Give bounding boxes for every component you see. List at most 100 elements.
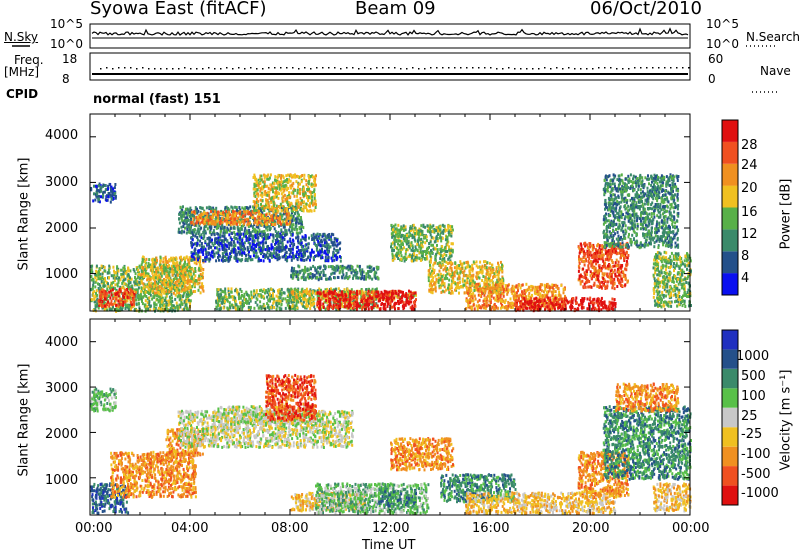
power-cell bbox=[271, 205, 273, 209]
power-cell bbox=[302, 294, 305, 298]
power-cell bbox=[294, 270, 297, 274]
power-cell bbox=[133, 302, 135, 306]
power-cell bbox=[276, 238, 279, 241]
power-cell bbox=[167, 275, 170, 279]
power-cell bbox=[300, 216, 302, 219]
power-cell bbox=[304, 251, 306, 255]
power-cell bbox=[195, 262, 198, 266]
power-cell bbox=[168, 290, 171, 294]
power-cell bbox=[159, 272, 162, 276]
power-cell bbox=[196, 242, 199, 246]
power-cell bbox=[204, 249, 207, 253]
power-cell bbox=[161, 300, 164, 304]
power-cell bbox=[204, 239, 207, 243]
power-cell bbox=[292, 191, 295, 195]
power-cell bbox=[190, 221, 193, 224]
power-cell bbox=[309, 175, 312, 178]
power-cell bbox=[112, 297, 115, 300]
power-cell bbox=[324, 307, 327, 311]
power-cell bbox=[298, 249, 301, 253]
power-cell bbox=[110, 282, 113, 286]
power-data-layer bbox=[90, 173, 692, 313]
power-cell bbox=[234, 233, 237, 237]
power-cell bbox=[295, 180, 298, 184]
power-cell bbox=[293, 218, 296, 222]
power-cell bbox=[314, 206, 317, 209]
power-cell bbox=[197, 209, 200, 213]
power-cell bbox=[97, 199, 100, 203]
power-cell bbox=[144, 290, 147, 294]
power-cell bbox=[312, 264, 315, 268]
power-cell bbox=[304, 191, 307, 195]
power-cell bbox=[250, 213, 252, 217]
power-cell bbox=[179, 266, 182, 269]
power-cell bbox=[224, 299, 226, 303]
power-cell bbox=[310, 209, 313, 213]
power-cell bbox=[276, 207, 278, 211]
power-cell bbox=[271, 187, 274, 191]
power-cell bbox=[165, 260, 168, 264]
power-cell bbox=[179, 205, 182, 209]
power-cell bbox=[196, 238, 199, 242]
power-cell bbox=[202, 215, 205, 219]
power-cell bbox=[188, 256, 191, 260]
power-cell bbox=[190, 214, 193, 218]
power-cell bbox=[185, 293, 188, 297]
power-cell bbox=[96, 297, 99, 301]
power-cell bbox=[262, 233, 265, 236]
power-cell bbox=[151, 258, 154, 262]
power-cell bbox=[370, 265, 373, 269]
power-cell bbox=[221, 252, 224, 256]
power-cell bbox=[108, 182, 111, 186]
power-cell bbox=[121, 305, 124, 309]
power-cell bbox=[281, 181, 284, 185]
power-cell bbox=[200, 245, 203, 249]
power-cell bbox=[309, 300, 312, 304]
power-cell bbox=[249, 237, 252, 241]
power-cell bbox=[159, 285, 162, 288]
power-cell bbox=[215, 237, 218, 241]
power-cell bbox=[182, 205, 184, 209]
power-cell bbox=[169, 267, 172, 271]
power-cell bbox=[283, 225, 286, 229]
power-cell bbox=[231, 295, 234, 298]
power-cell bbox=[275, 251, 278, 255]
power-cell bbox=[201, 287, 204, 291]
power-cell bbox=[172, 271, 175, 275]
power-cell bbox=[321, 240, 324, 244]
power-cell bbox=[302, 189, 305, 193]
power-cell bbox=[107, 184, 110, 188]
power-cell bbox=[168, 274, 171, 278]
power-cell bbox=[293, 207, 296, 211]
power-cell bbox=[280, 287, 283, 291]
power-cell bbox=[221, 234, 224, 238]
power-cell bbox=[152, 308, 155, 312]
power-cell bbox=[276, 232, 278, 236]
power-cell bbox=[162, 257, 165, 261]
power-cell bbox=[300, 227, 302, 231]
power-cell bbox=[219, 233, 222, 237]
power-cell bbox=[285, 174, 288, 178]
power-cell bbox=[212, 229, 215, 233]
power-cell bbox=[300, 254, 303, 258]
power-cell bbox=[123, 268, 126, 271]
power-cell bbox=[181, 218, 184, 222]
power-cell bbox=[258, 177, 261, 181]
power-cell bbox=[239, 296, 242, 300]
power-cell bbox=[161, 296, 164, 300]
power-cell bbox=[226, 253, 229, 257]
power-cell bbox=[260, 306, 263, 310]
power-cell bbox=[365, 288, 368, 291]
power-cell bbox=[158, 273, 161, 277]
power-cell bbox=[122, 301, 125, 304]
power-cell bbox=[180, 272, 182, 276]
power-cell bbox=[224, 207, 227, 211]
power-cell bbox=[120, 300, 122, 304]
power-cell bbox=[266, 184, 269, 188]
power-cell bbox=[202, 237, 205, 240]
power-cell bbox=[183, 268, 186, 272]
power-cell bbox=[307, 246, 310, 250]
power-cell bbox=[194, 208, 197, 212]
power-cell bbox=[165, 301, 168, 305]
power-cell bbox=[221, 212, 224, 216]
